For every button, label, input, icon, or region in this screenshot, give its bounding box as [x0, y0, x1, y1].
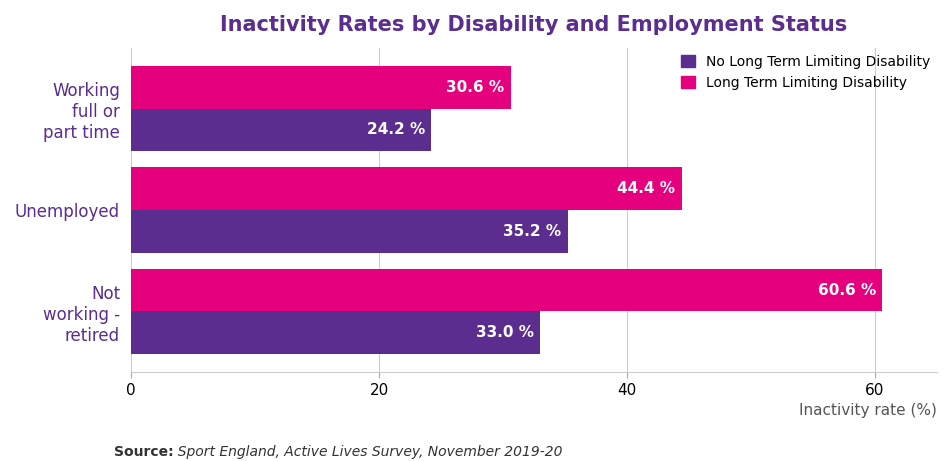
Bar — [131, 269, 883, 312]
Bar — [131, 66, 510, 108]
Bar — [131, 108, 431, 151]
Legend: No Long Term Limiting Disability, Long Term Limiting Disability: No Long Term Limiting Disability, Long T… — [681, 54, 930, 89]
Text: 35.2 %: 35.2 % — [504, 224, 562, 239]
Text: Sport England, Active Lives Survey, November 2019-20: Sport England, Active Lives Survey, Nove… — [169, 445, 563, 460]
X-axis label: Inactivity rate (%): Inactivity rate (%) — [799, 403, 937, 418]
Title: Inactivity Rates by Disability and Employment Status: Inactivity Rates by Disability and Emplo… — [221, 15, 847, 35]
Text: 44.4 %: 44.4 % — [618, 181, 675, 196]
Text: 33.0 %: 33.0 % — [476, 325, 534, 340]
Bar — [131, 210, 567, 253]
Text: 24.2 %: 24.2 % — [367, 122, 425, 137]
Text: 60.6 %: 60.6 % — [818, 283, 876, 298]
Text: 30.6 %: 30.6 % — [446, 80, 505, 95]
Text: Source:: Source: — [114, 445, 174, 460]
Bar — [131, 167, 682, 210]
Bar — [131, 312, 541, 354]
